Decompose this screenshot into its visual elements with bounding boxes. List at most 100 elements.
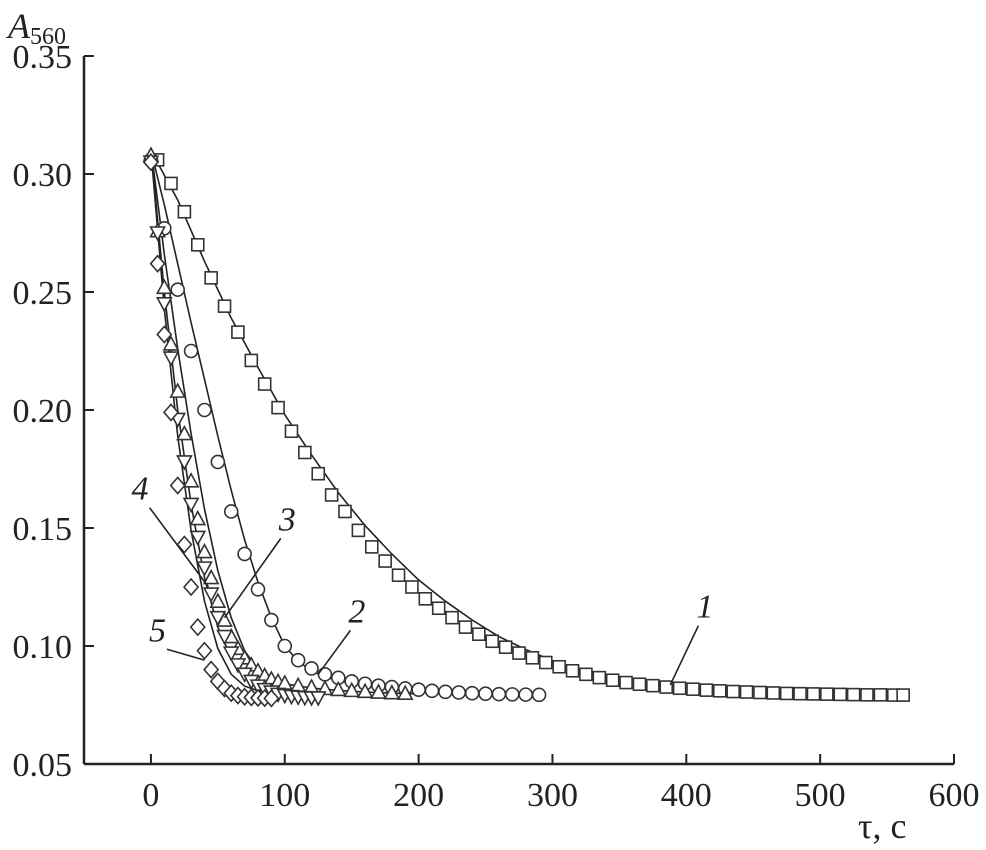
marker-series-5	[162, 403, 180, 422]
axes: 0 100 200 300 400 500 600 0.05 0.10 0.15 0.20 0.25 0…	[13, 39, 980, 814]
x-tick-label: 0	[142, 777, 159, 814]
marker-series-2	[170, 282, 185, 297]
marker-series-1	[244, 353, 259, 368]
marker-series-3	[370, 683, 387, 699]
curve-label-1: 1	[696, 589, 713, 626]
curve-label-leader-1	[669, 625, 700, 686]
marker-series-2	[290, 652, 306, 668]
marker-series-2	[237, 546, 252, 562]
y-axis-title: A560	[6, 6, 66, 50]
x-tick-label: 300	[527, 777, 578, 814]
marker-series-1	[445, 610, 459, 625]
marker-series-1	[672, 681, 687, 696]
marker-series-3	[202, 568, 220, 585]
marker-series-3	[196, 542, 213, 559]
marker-series-1	[659, 680, 674, 694]
fit-curve-2	[150, 150, 540, 695]
marker-series-1	[217, 299, 232, 313]
y-tick-label: 0.20	[13, 393, 73, 430]
marker-series-2	[277, 638, 293, 654]
marker-series-1	[579, 667, 593, 682]
marker-series-1	[646, 678, 660, 693]
marker-series-1	[619, 675, 633, 690]
y-tick-label: 0.30	[13, 157, 73, 194]
marker-series-1	[324, 488, 339, 502]
marker-series-1	[779, 686, 794, 701]
y-tick-label: 0.05	[13, 747, 73, 784]
marker-series-1	[405, 580, 419, 594]
marker-series-4	[209, 610, 227, 627]
marker-series-1	[231, 325, 245, 339]
curve-label-leader-2	[317, 629, 352, 675]
marker-series-1	[204, 271, 218, 285]
marker-series-1	[458, 620, 473, 634]
marker-series-4	[182, 497, 200, 514]
y-axis-title-sub: 560	[30, 24, 66, 50]
marker-series-4	[202, 587, 220, 603]
marker-series-5	[189, 617, 206, 637]
x-tick-label: 200	[393, 777, 444, 814]
marker-series-3	[162, 335, 180, 351]
marker-series-1	[860, 688, 874, 702]
fit-curve-1	[150, 150, 901, 696]
y-tick-label: 0.35	[13, 39, 73, 76]
marker-series-2	[411, 682, 426, 697]
marker-series-4	[149, 226, 166, 242]
marker-series-3	[189, 509, 207, 526]
marker-series-3	[396, 684, 414, 701]
marker-series-4	[155, 296, 173, 313]
curve-label-leader-4	[148, 507, 210, 588]
marker-series-2	[438, 684, 453, 700]
marker-series-1	[632, 677, 647, 692]
marker-series-3	[343, 681, 361, 698]
marker-series-2	[464, 685, 480, 701]
x-tick-label: 600	[929, 777, 980, 814]
marker-series-2	[223, 504, 239, 519]
marker-series-1	[552, 659, 566, 674]
marker-series-1	[351, 523, 366, 538]
marker-series-1	[538, 655, 553, 670]
marker-series-5	[203, 660, 220, 679]
marker-series-1	[498, 640, 513, 654]
marker-series-1	[605, 673, 620, 688]
marker-series-3	[169, 382, 187, 398]
marker-series-2	[210, 454, 226, 470]
marker-series-1	[164, 176, 178, 191]
fit-curves	[150, 147, 901, 696]
marker-series-1	[418, 591, 433, 606]
marker-series-2	[317, 667, 333, 682]
x-tick-label: 100	[259, 777, 310, 814]
marker-series-3	[383, 684, 401, 700]
marker-series-1	[726, 684, 740, 699]
marker-series-1	[820, 687, 834, 701]
marker-series-2	[451, 685, 467, 700]
marker-series-5	[183, 577, 200, 597]
marker-series-2	[505, 687, 520, 702]
x-axis-title: τ, с	[858, 806, 906, 846]
marker-series-1	[896, 688, 910, 702]
marker-series-1	[512, 646, 526, 660]
marker-series-2	[424, 683, 440, 699]
curve-label-5: 5	[149, 612, 166, 649]
marker-series-4	[309, 691, 327, 707]
marker-series-1	[592, 670, 607, 685]
marker-series-4	[222, 646, 240, 662]
marker-series-4	[196, 561, 213, 577]
marker-series-1	[472, 627, 486, 642]
y-tick-label: 0.10	[13, 629, 73, 666]
marker-series-1	[525, 650, 540, 665]
marker-series-3	[209, 592, 227, 608]
y-tick-label: 0.15	[13, 511, 73, 548]
marker-series-1	[712, 684, 727, 698]
marker-series-4	[229, 658, 247, 674]
marker-series-1	[873, 688, 888, 702]
marker-series-1	[338, 504, 352, 519]
marker-series-1	[177, 204, 192, 219]
marker-series-1	[699, 683, 714, 697]
curve-label-4: 4	[132, 471, 149, 508]
marker-series-5	[156, 325, 173, 344]
marker-series-3	[176, 424, 193, 441]
marker-series-2	[197, 402, 212, 418]
marker-series-1	[766, 686, 781, 700]
